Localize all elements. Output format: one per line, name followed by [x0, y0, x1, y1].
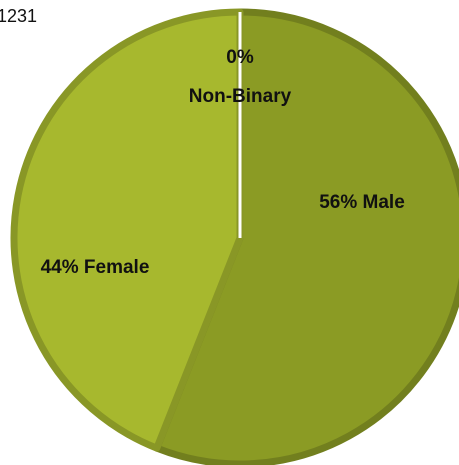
data-label: 44% Female: [41, 257, 150, 278]
data-label: 56% Male: [319, 192, 405, 213]
pie-slice: [153, 8, 459, 465]
chart-title: 1231: [0, 6, 37, 26]
category-label: Male: [363, 192, 405, 213]
category-label: Female: [84, 257, 149, 278]
value-label: 0%: [226, 47, 254, 68]
value-label: 56%: [319, 192, 357, 213]
category-label: Non-Binary: [189, 86, 292, 107]
pie-slice: [10, 8, 244, 452]
value-label: 44%: [41, 257, 79, 278]
